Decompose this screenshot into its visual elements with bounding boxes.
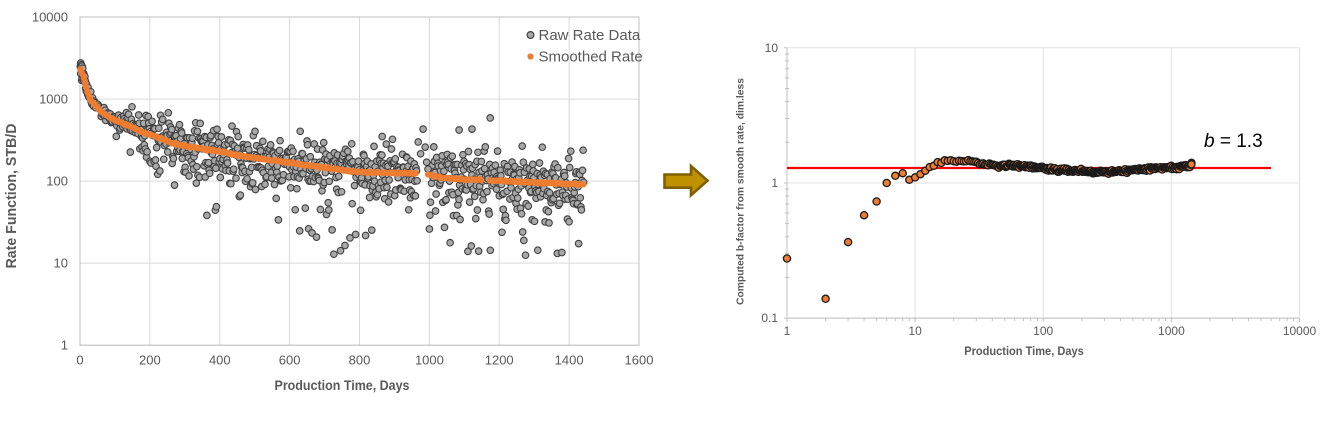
svg-text:10000: 10000 <box>1283 324 1317 338</box>
svg-text:400: 400 <box>209 353 231 368</box>
svg-text:1600: 1600 <box>625 353 654 368</box>
svg-text:0: 0 <box>76 353 83 368</box>
svg-text:10: 10 <box>908 324 922 338</box>
svg-text:600: 600 <box>279 353 301 368</box>
svg-text:1000: 1000 <box>1158 324 1185 338</box>
svg-text:1400: 1400 <box>555 353 584 368</box>
svg-text:1: 1 <box>784 324 791 338</box>
svg-text:100: 100 <box>46 174 68 189</box>
svg-text:1000: 1000 <box>415 353 444 368</box>
svg-text:100: 100 <box>1033 324 1053 338</box>
svg-text:Computed b-factor from smooth: Computed b-factor from smooth rate, dim.… <box>735 78 747 305</box>
svg-text:Rate Function, STB/D: Rate Function, STB/D <box>4 124 20 269</box>
svg-text:b = 1.3: b = 1.3 <box>1204 131 1263 152</box>
svg-text:800: 800 <box>349 353 371 368</box>
svg-text:10000: 10000 <box>32 10 68 25</box>
svg-text:1200: 1200 <box>485 353 514 368</box>
svg-text:200: 200 <box>139 353 161 368</box>
svg-text:0.1: 0.1 <box>761 311 778 325</box>
svg-text:Raw Rate Data: Raw Rate Data <box>539 27 641 44</box>
svg-text:1000: 1000 <box>39 92 68 107</box>
svg-text:1: 1 <box>61 338 68 353</box>
svg-text:10: 10 <box>54 256 68 271</box>
svg-text:10: 10 <box>765 41 779 55</box>
svg-text:Production Time, Days: Production Time, Days <box>964 344 1084 358</box>
svg-text:1: 1 <box>771 176 778 190</box>
svg-text:Smoothed Rate: Smoothed Rate <box>539 49 643 66</box>
svg-text:Production Time, Days: Production Time, Days <box>275 377 410 393</box>
